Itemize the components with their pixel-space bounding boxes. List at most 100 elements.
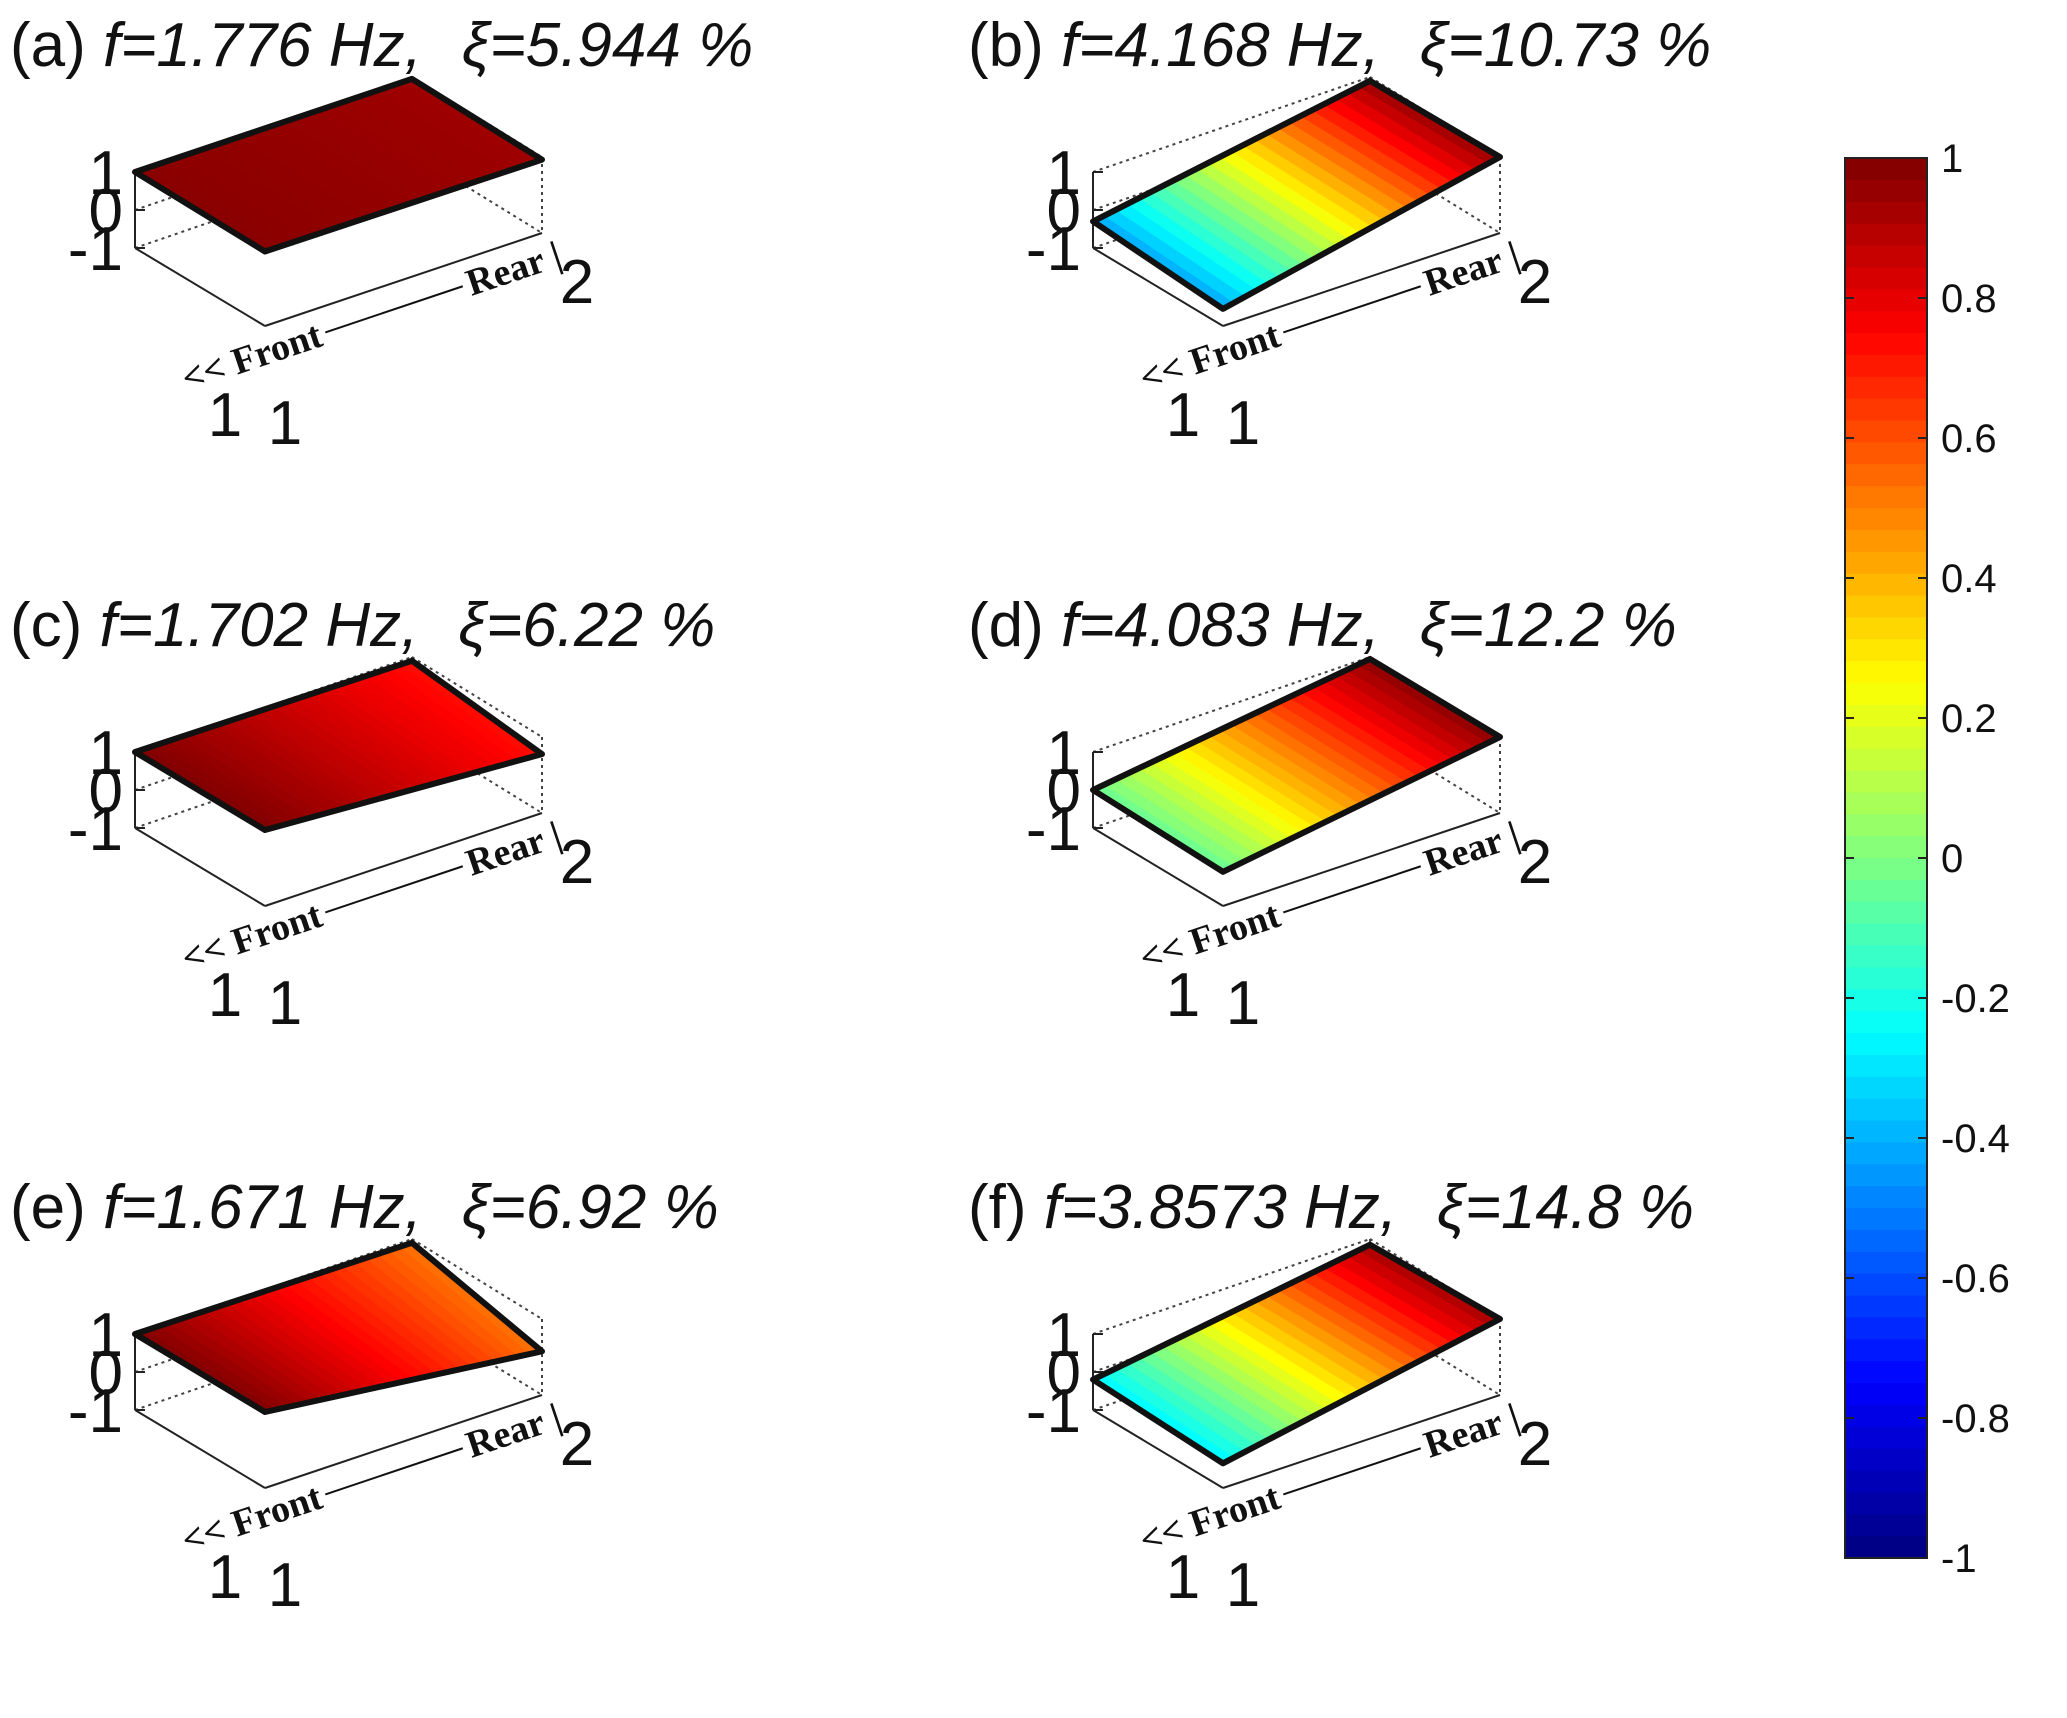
- colorbar-tick-label: 0.4: [1941, 557, 1997, 601]
- colorbar-swatch: [1845, 726, 1927, 750]
- x-tick-label: 2: [560, 1410, 594, 1479]
- x-tick-label: 1: [268, 1551, 302, 1620]
- box-gridline: [411, 1238, 543, 1320]
- x-axis-line: [1222, 232, 1501, 327]
- panel-frequency: f=4.168 Hz,: [1061, 11, 1380, 80]
- z-tick-label: 0: [89, 1339, 123, 1408]
- colorbar-swatch: [1845, 1361, 1927, 1384]
- z-tick-label: 1: [1047, 719, 1081, 788]
- colorbar-swatch: [1845, 1098, 1927, 1122]
- z-tick-label: 1: [89, 1301, 123, 1370]
- front-rear-connector: [1283, 285, 1422, 334]
- colorbar-swatch: [1845, 158, 1927, 181]
- panel: (d) f=4.083 Hz, ξ=12.2 %10-1<< FrontRear …: [968, 591, 1677, 1038]
- colorbar-tick-label: -1: [1941, 1537, 1977, 1581]
- colorbar: 1 0.8 0.6 0.4 0.2 0 -0.2 -0.4 -0.6 -0.8 -1: [1844, 137, 2010, 1581]
- colorbar-swatch: [1845, 1339, 1927, 1362]
- plate-outline: [132, 1239, 545, 1415]
- colorbar-swatch: [1845, 1317, 1927, 1340]
- x-axis-line: [264, 1394, 543, 1489]
- x-axis-annotation: << Front Rear |: [176, 1396, 566, 1562]
- panel-label: (c): [10, 591, 100, 660]
- front-label: << Front: [1134, 314, 1285, 400]
- front-label: << Front: [1134, 1476, 1285, 1562]
- colorbar-swatch: [1845, 420, 1927, 443]
- y-axis-line: [1092, 1409, 1224, 1489]
- panel-title: (b) f=4.168 Hz, ξ=10.73 %: [968, 11, 1711, 80]
- rear-label: Rear |: [1419, 234, 1525, 305]
- y-tick-label: 1: [208, 381, 242, 450]
- panel-label: (f): [968, 1173, 1044, 1242]
- panel-damping: ξ=14.8 %: [1437, 1173, 1694, 1242]
- plate-outline: [1090, 1241, 1503, 1467]
- colorbar-swatch: [1845, 792, 1927, 815]
- plate-outline: [1090, 655, 1503, 875]
- colorbar-tick-label: 0: [1941, 837, 1963, 881]
- front-rear-connector: [325, 285, 464, 334]
- panel-label: (a): [10, 11, 103, 80]
- colorbar-swatch: [1845, 595, 1927, 618]
- panel-title: (c) f=1.702 Hz, ξ=6.22 %: [10, 591, 715, 660]
- x-tick-label: 1: [268, 969, 302, 1038]
- panel: (e) f=1.671 Hz, ξ=6.92 %10-1<< FrontRear …: [10, 1173, 719, 1620]
- colorbar-swatch: [1845, 1251, 1927, 1275]
- rear-label: Rear |: [461, 814, 567, 885]
- z-tick-label: 0: [89, 177, 123, 246]
- panel-damping: ξ=6.22 %: [458, 591, 715, 660]
- colorbar-swatch: [1845, 1295, 1927, 1318]
- colorbar-swatch: [1845, 201, 1927, 225]
- front-rear-connector: [1283, 1447, 1422, 1496]
- z-tick-label: 1: [1047, 1301, 1081, 1370]
- colorbar-swatch: [1845, 289, 1927, 312]
- colorbar-tick-label: 0.6: [1941, 417, 1997, 461]
- x-tick-label: 1: [268, 389, 302, 458]
- box-gridline: [1369, 1314, 1501, 1396]
- box-gridline: [1369, 152, 1501, 234]
- colorbar-swatch: [1845, 508, 1927, 531]
- x-tick-label: 2: [1518, 1410, 1552, 1479]
- colorbar-swatch: [1845, 333, 1927, 356]
- colorbar-swatch: [1845, 267, 1927, 290]
- colorbar-swatch: [1845, 398, 1927, 422]
- panel: (a) f=1.776 Hz, ξ=5.944 %10-1<< FrontRear…: [10, 11, 753, 458]
- panel: (b) f=4.168 Hz, ξ=10.73 %10-1<< FrontRear…: [968, 11, 1711, 458]
- panel: (f) f=3.8573 Hz, ξ=14.8 %10-1<< FrontRear…: [968, 1173, 1694, 1620]
- colorbar-swatch: [1845, 945, 1927, 968]
- colorbar-swatch: [1845, 1011, 1927, 1034]
- colorbar-swatch: [1845, 1514, 1927, 1537]
- colorbar-swatch: [1845, 1054, 1927, 1078]
- box-gridline: [411, 656, 543, 738]
- colorbar-swatch: [1845, 573, 1927, 597]
- colorbar-swatch: [1845, 967, 1927, 990]
- colorbar-swatch: [1845, 486, 1927, 509]
- colorbar-swatch: [1845, 1273, 1927, 1297]
- colorbar-swatch: [1845, 836, 1927, 859]
- colorbar-swatch: [1845, 376, 1927, 400]
- z-tick-label: 0: [1047, 1339, 1081, 1408]
- y-axis-line: [1092, 247, 1224, 327]
- colorbar-swatch: [1845, 1186, 1927, 1209]
- front-rear-connector: [325, 1447, 464, 1496]
- colorbar-swatch: [1845, 1142, 1927, 1165]
- colorbar-tick-label: -0.6: [1941, 1257, 2010, 1301]
- colorbar-swatch: [1845, 179, 1927, 203]
- front-label: << Front: [176, 1476, 327, 1562]
- box-gridline: [411, 732, 543, 814]
- colorbar-swatch: [1845, 245, 1927, 268]
- z-tick-label: -1: [68, 795, 123, 864]
- panel-frequency: f=1.702 Hz,: [100, 591, 419, 660]
- colorbar-swatch: [1845, 529, 1927, 553]
- x-axis-line: [264, 232, 543, 327]
- panel-damping: ξ=10.73 %: [1420, 11, 1711, 80]
- colorbar-swatch: [1845, 464, 1927, 487]
- colorbar-tick-label: -0.4: [1941, 1117, 2010, 1161]
- z-tick-label: 1: [89, 719, 123, 788]
- x-axis-annotation: << Front Rear |: [176, 814, 566, 980]
- panels-group: (a) f=1.776 Hz, ξ=5.944 %10-1<< FrontRear…: [10, 11, 1711, 1620]
- colorbar-swatch: [1845, 639, 1927, 662]
- colorbar-swatch: [1845, 923, 1927, 947]
- colorbar-tick-label: 0.8: [1941, 277, 1997, 321]
- colorbar-tick-label: -0.2: [1941, 977, 2010, 1021]
- panel-label: (b): [968, 11, 1061, 80]
- colorbar-swatch: [1845, 551, 1927, 575]
